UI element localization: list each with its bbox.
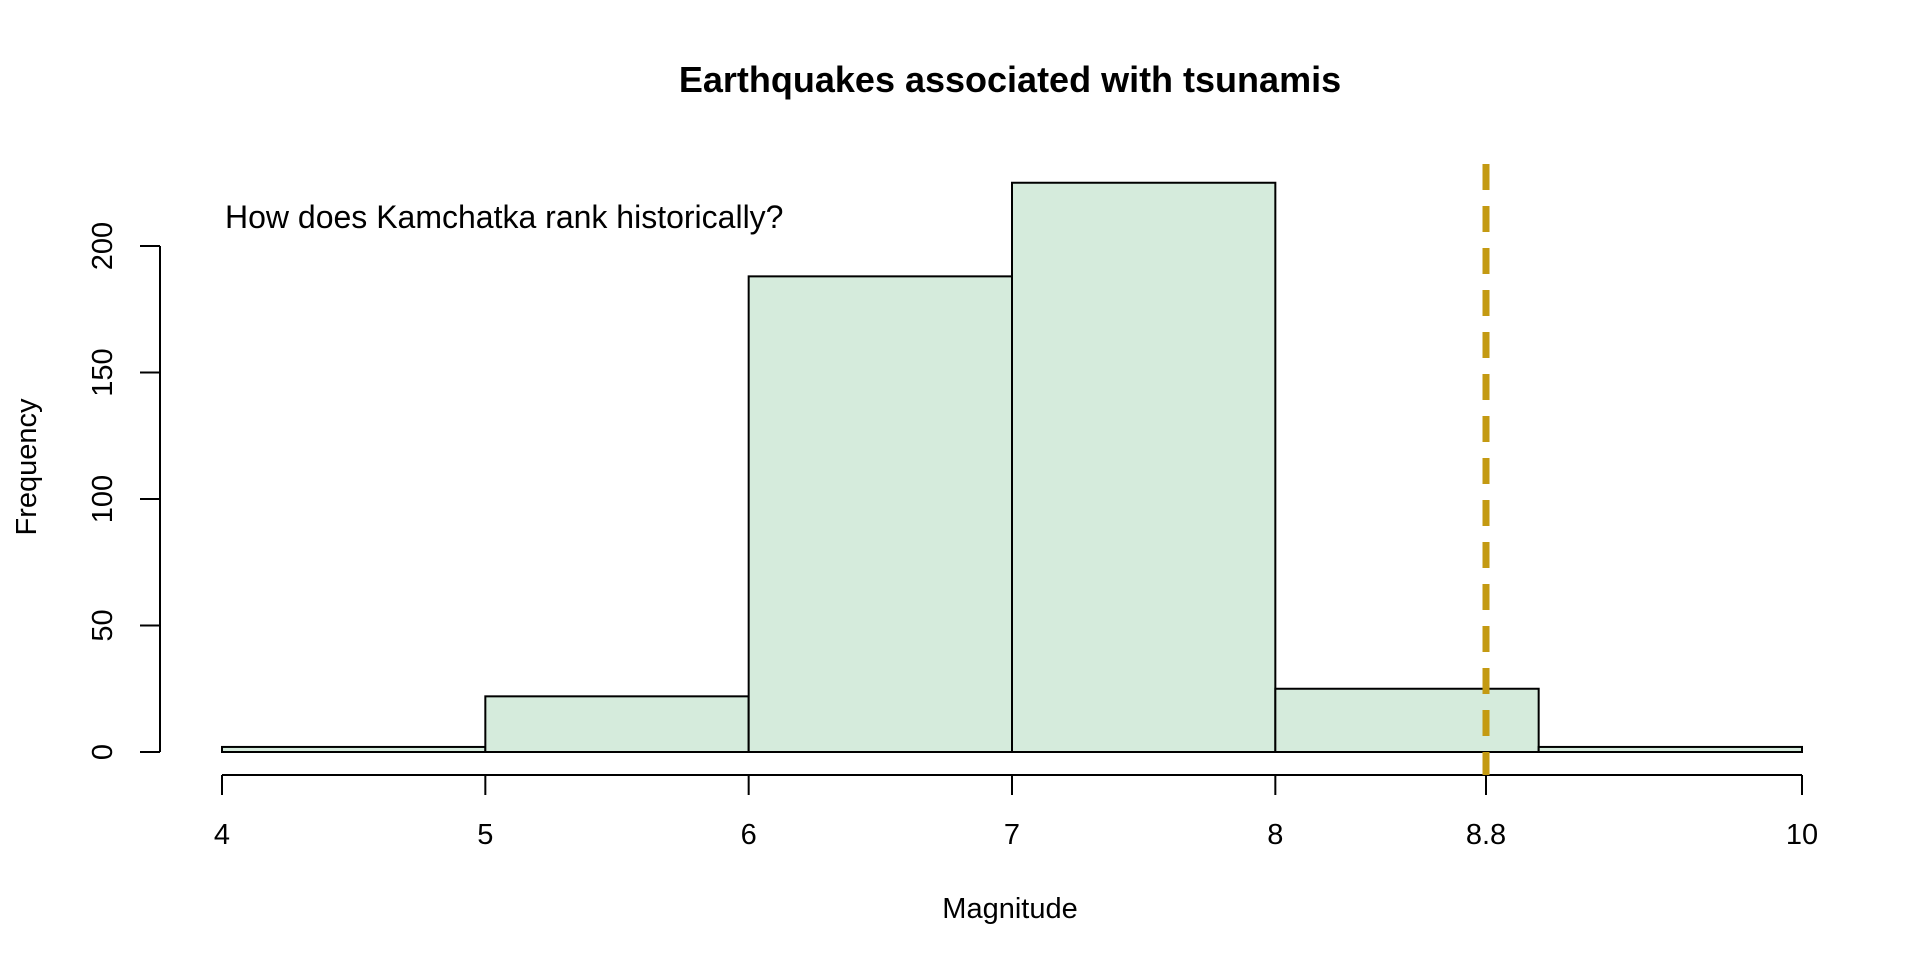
histogram-bar-4 bbox=[1274, 687, 1540, 753]
x-tick-label: 10 bbox=[1786, 819, 1818, 851]
x-axis-title: Magnitude bbox=[942, 893, 1077, 925]
histogram-bar-1 bbox=[484, 695, 750, 754]
x-tick-label: 7 bbox=[1004, 819, 1020, 851]
y-axis: 0 50 100 150 200 bbox=[87, 222, 161, 760]
x-tick-label: 6 bbox=[741, 819, 757, 851]
y-tick-label: 0 bbox=[87, 744, 119, 760]
x-tick-label: 8 bbox=[1267, 819, 1283, 851]
y-tick-label: 100 bbox=[87, 475, 119, 523]
histogram-bar-5 bbox=[1537, 745, 1803, 754]
annotation-text: How does Kamchatka rank historically? bbox=[225, 199, 783, 235]
histogram-bar-2 bbox=[747, 275, 1014, 753]
x-tick-label: 8.8 bbox=[1466, 819, 1506, 851]
bars-group bbox=[221, 181, 1803, 754]
y-tick-label: 200 bbox=[87, 222, 119, 270]
chart-title: Earthquakes associated with tsunamis bbox=[679, 59, 1341, 100]
y-tick-label: 150 bbox=[87, 348, 119, 396]
histogram-bar-3 bbox=[1011, 181, 1277, 753]
x-tick-label: 4 bbox=[214, 819, 230, 851]
x-tick-label: 5 bbox=[477, 819, 493, 851]
y-tick-label: 50 bbox=[87, 609, 119, 641]
x-axis: 4 5 6 7 8 8.8 10 bbox=[214, 774, 1818, 851]
histogram-bar-0 bbox=[221, 745, 487, 754]
y-axis-title: Frequency bbox=[11, 398, 43, 536]
